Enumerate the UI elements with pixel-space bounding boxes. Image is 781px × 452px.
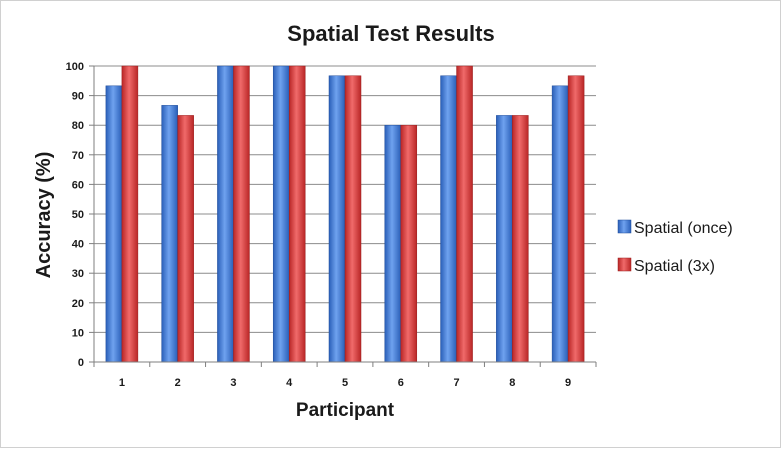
- bar-participant-7-series-2: [456, 65, 473, 363]
- x-tick-label: 2: [175, 377, 181, 389]
- x-tick-label: 8: [509, 377, 515, 389]
- x-tick-label: 6: [398, 377, 404, 389]
- y-tick-label: 40: [72, 239, 84, 251]
- chart-title: Spatial Test Results: [287, 21, 494, 46]
- y-tick-label: 100: [66, 61, 84, 73]
- bar-participant-1-series-2: [121, 65, 139, 363]
- bar-participant-3-series-2: [233, 65, 250, 363]
- bar-participant-9-series-2: [567, 75, 585, 363]
- legend-swatch-series-1: [617, 219, 632, 234]
- bar-participant-8-series-2: [512, 115, 529, 363]
- y-tick-label: 70: [72, 150, 84, 162]
- y-tick-label: 90: [72, 91, 84, 103]
- x-axis-label: Participant: [296, 400, 395, 421]
- bar-participant-2-series-2: [177, 115, 194, 363]
- y-tick-label: 10: [72, 327, 84, 339]
- x-tick-label: 1: [119, 377, 125, 389]
- bar-participant-5-series-2: [344, 75, 362, 363]
- bar-participant-8-series-1: [496, 115, 513, 363]
- y-tick-label: 20: [72, 298, 84, 310]
- legend-swatch-series-2: [617, 257, 632, 272]
- y-tick-label: 0: [78, 357, 84, 369]
- legend-label-series-2: Spatial (3x): [634, 258, 715, 275]
- legend-label-series-1: Spatial (once): [634, 220, 733, 237]
- x-tick-label: 9: [565, 377, 571, 389]
- x-tick-label: 4: [286, 377, 293, 389]
- legend: Spatial (once) Spatial (3x): [617, 219, 733, 275]
- bar-participant-5-series-1: [328, 75, 346, 363]
- bar-participant-4-series-1: [272, 65, 290, 363]
- x-tick-label: 7: [453, 377, 459, 389]
- bars: [105, 65, 585, 363]
- bar-participant-6-series-1: [384, 124, 402, 363]
- bar-participant-1-series-1: [105, 85, 123, 363]
- y-tick-label: 60: [72, 179, 84, 191]
- bar-participant-2-series-1: [161, 105, 178, 363]
- x-tick-label: 5: [342, 377, 348, 389]
- bar-participant-6-series-2: [400, 124, 418, 363]
- y-tick-label: 80: [72, 120, 84, 132]
- bar-participant-7-series-1: [440, 75, 457, 363]
- y-axis-label: Accuracy (%): [33, 152, 55, 279]
- y-tick-label: 50: [72, 209, 84, 221]
- y-axis-ticks: 0 10 20 30 40 50 60 70 80 90 100: [66, 61, 95, 369]
- bar-participant-4-series-2: [288, 65, 306, 363]
- x-axis-ticks: 1 2 3 4 5 6 7 8 9: [93, 362, 597, 389]
- x-tick-label: 3: [230, 377, 236, 389]
- y-tick-label: 30: [72, 268, 84, 280]
- bar-participant-9-series-1: [551, 85, 569, 363]
- bar-participant-3-series-1: [217, 65, 234, 363]
